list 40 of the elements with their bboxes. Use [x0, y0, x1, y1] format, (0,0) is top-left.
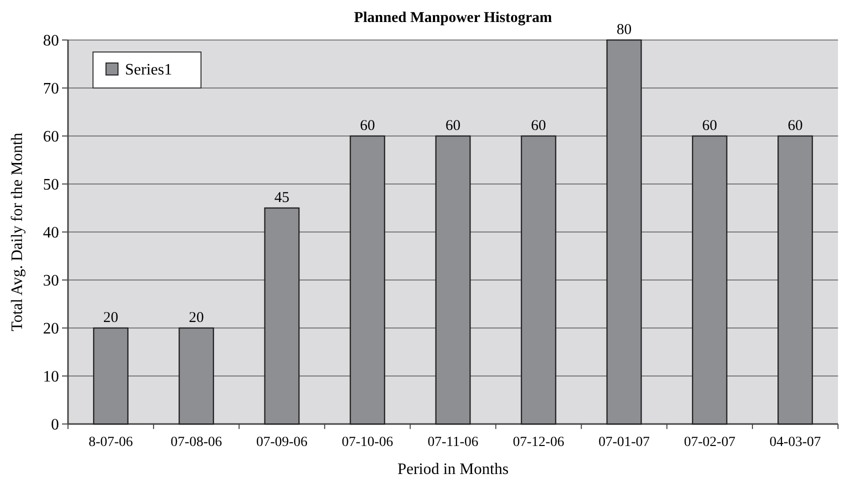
x-tick-label: 07-02-07: [684, 435, 736, 450]
data-label: 60: [446, 118, 460, 134]
bar: [178, 327, 214, 425]
y-tick-label: 0: [51, 416, 59, 434]
x-tick-label: 07-09-06: [256, 435, 308, 450]
x-tick-label: 07-01-07: [598, 435, 650, 450]
x-tick-label: 07-08-06: [170, 435, 222, 450]
bar: [264, 207, 300, 425]
data-label: 80: [616, 22, 632, 38]
data-label: 45: [274, 190, 290, 206]
y-tick-label: 30: [43, 272, 59, 290]
data-label: 60: [360, 118, 375, 134]
bar: [778, 135, 813, 425]
data-label: 60: [702, 118, 718, 134]
chart-title: Planned Manpower Histogram: [354, 10, 553, 26]
y-tick-label: 40: [43, 224, 59, 242]
x-tick-label: 04-03-07: [770, 435, 821, 450]
bar: [606, 39, 642, 425]
x-tick-label: 8-07-06: [88, 435, 133, 450]
y-tick-label: 20: [43, 320, 59, 338]
y-tick-label: 60: [43, 128, 59, 146]
bar: [350, 135, 386, 425]
y-tick-label: 70: [43, 80, 59, 98]
data-label: 60: [788, 118, 803, 134]
data-label: 20: [188, 310, 204, 326]
x-tick-label: 07-11-06: [428, 435, 478, 450]
x-tick-label: 07-10-06: [342, 435, 394, 450]
y-tick-label: 10: [43, 368, 59, 386]
y-tick-label: 50: [43, 176, 59, 194]
bar: [520, 135, 556, 425]
bar: [435, 135, 471, 425]
y-axis-title: Total Avg. Daily for the Month: [9, 132, 26, 332]
x-tick-label: 07-12-06: [512, 435, 564, 450]
data-label: 20: [103, 310, 118, 326]
bar: [93, 327, 128, 425]
bar: [692, 135, 728, 425]
legend-label: Series1: [125, 62, 172, 79]
x-axis-title: Period in Months: [397, 461, 509, 478]
data-label: 60: [531, 118, 546, 134]
y-tick-label: 80: [43, 32, 59, 50]
